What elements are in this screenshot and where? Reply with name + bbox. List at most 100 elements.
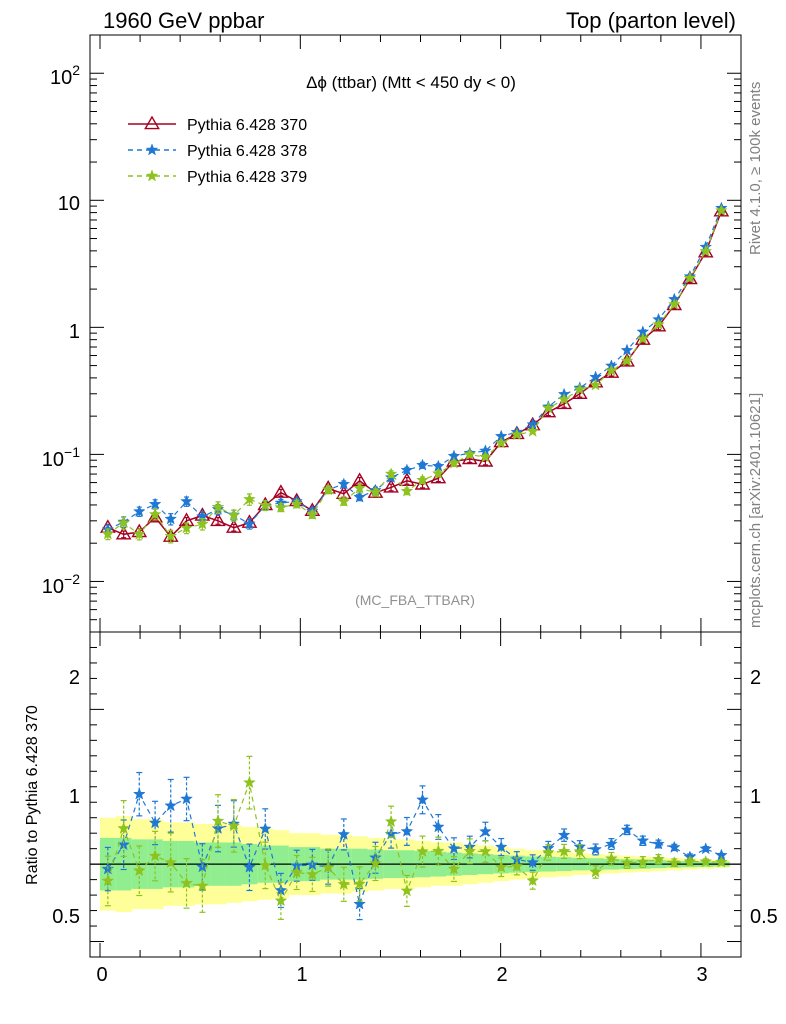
data-point-main bbox=[683, 271, 697, 284]
data-point-main bbox=[589, 378, 602, 391]
data-point-main bbox=[479, 450, 492, 463]
legend-marker-379 bbox=[145, 169, 159, 182]
data-point-ratio bbox=[132, 787, 146, 800]
data-point-main bbox=[414, 475, 431, 490]
data-point-ratio bbox=[699, 842, 713, 855]
data-point-main bbox=[132, 504, 146, 517]
y-tick-label-10: 10 bbox=[58, 193, 80, 215]
data-point-ratio bbox=[526, 855, 540, 868]
mcplots-label: mcplots.cern.ch [arXiv:2401.10621] bbox=[747, 393, 764, 628]
header-left: 1960 GeV ppbar bbox=[103, 8, 264, 33]
data-point-main bbox=[290, 497, 304, 510]
legend-label-370: Pythia 6.428 370 bbox=[187, 117, 307, 134]
ratio-tick-label-right: 2 bbox=[750, 667, 761, 689]
data-point-main bbox=[636, 332, 650, 345]
data-point-ratio bbox=[227, 819, 241, 832]
data-point-ratio bbox=[715, 855, 728, 868]
data-point-ratio bbox=[479, 824, 492, 837]
data-point-ratio bbox=[605, 837, 618, 850]
data-point-main bbox=[369, 485, 382, 498]
main-plot-panel: Δϕ (ttbar) (Mtt < 450 dy < 0) (MC_FBA_TT… bbox=[89, 34, 742, 633]
main-data-layer bbox=[99, 201, 730, 544]
data-point-main bbox=[384, 467, 398, 480]
plot-title: Δϕ (ttbar) (Mtt < 450 dy < 0) bbox=[306, 73, 516, 92]
y-tick-label-1e-1: 10−1 bbox=[42, 444, 80, 471]
legend: Pythia 6.428 370 Pythia 6.428 378 Pythia… bbox=[128, 115, 307, 186]
data-point-main bbox=[147, 508, 164, 523]
data-point-ratio bbox=[321, 860, 335, 873]
data-point-ratio bbox=[699, 854, 713, 868]
legend-label-378: Pythia 6.428 378 bbox=[187, 143, 307, 160]
series-line-ratio bbox=[107, 792, 722, 907]
data-point-main bbox=[243, 517, 256, 530]
ratio-data-layer bbox=[101, 755, 728, 921]
ratio-tick-label-right: 0.5 bbox=[750, 906, 778, 928]
data-point-ratio bbox=[337, 827, 351, 840]
data-point-ratio bbox=[683, 855, 697, 868]
data-point-ratio bbox=[258, 858, 272, 871]
data-point-ratio bbox=[211, 814, 225, 827]
data-point-main bbox=[180, 494, 193, 507]
data-point-ratio bbox=[605, 851, 618, 865]
data-point-main bbox=[164, 529, 178, 542]
data-point-main bbox=[667, 297, 681, 310]
x-tick-labels: 0 1 2 3 bbox=[96, 964, 707, 986]
data-point-ratio bbox=[636, 834, 650, 847]
data-point-main bbox=[650, 317, 667, 332]
ratio-frame bbox=[89, 631, 742, 958]
ratio-tick-label-left: 2 bbox=[69, 667, 80, 689]
main-axes-layer bbox=[90, 34, 742, 633]
data-point-main bbox=[258, 498, 272, 511]
data-point-ratio bbox=[479, 844, 492, 857]
data-point-main bbox=[620, 343, 634, 356]
data-point-ratio bbox=[148, 816, 162, 829]
data-point-ratio bbox=[180, 876, 193, 889]
data-point-main bbox=[605, 363, 618, 377]
data-point-main bbox=[526, 424, 540, 437]
data-point-ratio bbox=[573, 844, 587, 858]
data-point-main bbox=[117, 516, 131, 529]
y-tick-labels-ratio: 0.5 1 2 0.5 1 2 bbox=[52, 667, 778, 928]
data-point-main bbox=[148, 507, 162, 520]
y-tick-labels-main: 10−2 10−1 1 10 102 bbox=[42, 62, 80, 598]
data-point-ratio bbox=[589, 842, 602, 855]
data-point-main bbox=[400, 484, 414, 497]
legend-entry-370: Pythia 6.428 370 bbox=[128, 115, 307, 134]
data-point-main bbox=[510, 427, 524, 441]
data-point-main bbox=[573, 382, 587, 395]
data-point-ratio bbox=[353, 877, 366, 890]
legend-entry-379: Pythia 6.428 379 bbox=[128, 169, 307, 186]
data-point-ratio bbox=[369, 856, 382, 869]
series-line-main bbox=[107, 207, 722, 531]
legend-entry-378: Pythia 6.428 378 bbox=[128, 143, 307, 160]
data-point-main bbox=[211, 500, 225, 513]
rivet-label: Rivet 4.1.0, ≥ 100k events bbox=[747, 82, 764, 255]
series-line-main bbox=[107, 210, 723, 538]
data-point-main bbox=[603, 364, 620, 378]
series-line-main bbox=[107, 210, 722, 537]
data-point-main bbox=[337, 494, 351, 507]
data-point-main bbox=[477, 452, 494, 467]
data-point-main bbox=[416, 458, 429, 471]
legend-marker-378 bbox=[145, 143, 159, 156]
data-point-ratio bbox=[164, 855, 178, 868]
data-point-main bbox=[243, 492, 256, 505]
data-point-ratio bbox=[557, 828, 571, 841]
data-point-main bbox=[416, 473, 429, 486]
data-point-main bbox=[557, 392, 571, 405]
data-point-ratio bbox=[416, 844, 429, 857]
x-tick-label: 0 bbox=[96, 964, 107, 986]
data-point-ratio bbox=[620, 823, 634, 836]
header-right: Top (parton level) bbox=[566, 8, 736, 33]
data-point-ratio bbox=[431, 820, 445, 833]
x-tick-label: 2 bbox=[496, 964, 507, 986]
data-point-main bbox=[321, 482, 335, 496]
data-point-ratio bbox=[305, 867, 319, 880]
data-point-main bbox=[620, 354, 634, 367]
data-point-ratio bbox=[541, 845, 555, 858]
data-point-main bbox=[353, 481, 366, 494]
y-tick-label-1e-2: 10−2 bbox=[42, 571, 80, 598]
ratio-ylabel: Ratio to Pythia 6.428 370 bbox=[24, 705, 41, 885]
legend-marker-shape bbox=[145, 169, 159, 182]
data-point-main bbox=[431, 466, 445, 480]
